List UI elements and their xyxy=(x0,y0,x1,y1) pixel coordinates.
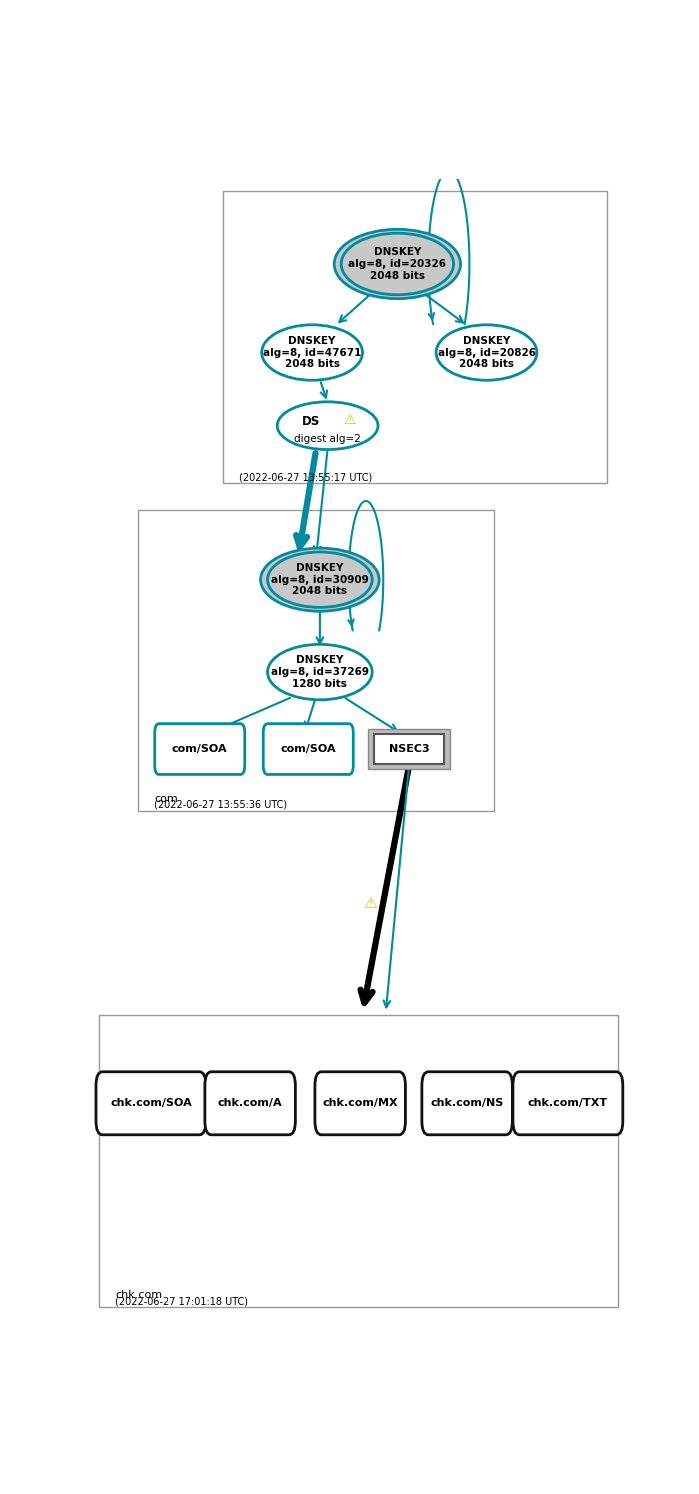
Text: ⚠: ⚠ xyxy=(343,412,356,427)
Text: chk.com/NS: chk.com/NS xyxy=(431,1098,504,1109)
Text: digest alg=2: digest alg=2 xyxy=(294,435,361,445)
Text: DNSKEY
alg=8, id=20826
2048 bits: DNSKEY alg=8, id=20826 2048 bits xyxy=(438,336,535,369)
Text: com/SOA: com/SOA xyxy=(280,744,336,754)
Ellipse shape xyxy=(261,548,379,611)
Text: chk.com/MX: chk.com/MX xyxy=(322,1098,398,1109)
Text: chk.com/TXT: chk.com/TXT xyxy=(528,1098,608,1109)
Text: chk.com/A: chk.com/A xyxy=(218,1098,282,1109)
FancyBboxPatch shape xyxy=(368,729,450,769)
Text: (2022-06-27 13:55:36 UTC): (2022-06-27 13:55:36 UTC) xyxy=(154,799,287,810)
Ellipse shape xyxy=(268,551,372,608)
Ellipse shape xyxy=(334,230,461,299)
FancyBboxPatch shape xyxy=(223,191,607,484)
Text: ⚠: ⚠ xyxy=(363,895,377,910)
Text: com/SOA: com/SOA xyxy=(172,744,228,754)
Text: DNSKEY
alg=8, id=20326
2048 bits: DNSKEY alg=8, id=20326 2048 bits xyxy=(348,248,447,281)
Ellipse shape xyxy=(268,644,372,699)
Ellipse shape xyxy=(261,324,363,381)
FancyBboxPatch shape xyxy=(99,1014,618,1307)
FancyBboxPatch shape xyxy=(374,734,444,765)
Text: .: . xyxy=(239,466,243,477)
Text: chk.com: chk.com xyxy=(115,1291,162,1300)
Text: (2022-06-27 17:01:18 UTC): (2022-06-27 17:01:18 UTC) xyxy=(115,1297,248,1306)
FancyBboxPatch shape xyxy=(96,1071,206,1135)
FancyBboxPatch shape xyxy=(264,723,353,774)
Text: (2022-06-27 13:55:17 UTC): (2022-06-27 13:55:17 UTC) xyxy=(239,472,373,483)
FancyBboxPatch shape xyxy=(154,723,245,774)
Text: com: com xyxy=(154,793,178,804)
Text: DNSKEY
alg=8, id=37269
1280 bits: DNSKEY alg=8, id=37269 1280 bits xyxy=(271,656,369,689)
Text: DS: DS xyxy=(302,414,321,427)
Ellipse shape xyxy=(278,402,378,450)
FancyBboxPatch shape xyxy=(513,1071,623,1135)
FancyBboxPatch shape xyxy=(205,1071,296,1135)
Text: chk.com/SOA: chk.com/SOA xyxy=(110,1098,192,1109)
Text: NSEC3: NSEC3 xyxy=(389,744,429,754)
FancyBboxPatch shape xyxy=(315,1071,405,1135)
FancyBboxPatch shape xyxy=(422,1071,512,1135)
FancyBboxPatch shape xyxy=(138,511,494,811)
Text: DNSKEY
alg=8, id=30909
2048 bits: DNSKEY alg=8, id=30909 2048 bits xyxy=(271,563,369,596)
Text: DNSKEY
alg=8, id=47671
2048 bits: DNSKEY alg=8, id=47671 2048 bits xyxy=(263,336,361,369)
Ellipse shape xyxy=(436,324,537,381)
Ellipse shape xyxy=(341,233,454,294)
